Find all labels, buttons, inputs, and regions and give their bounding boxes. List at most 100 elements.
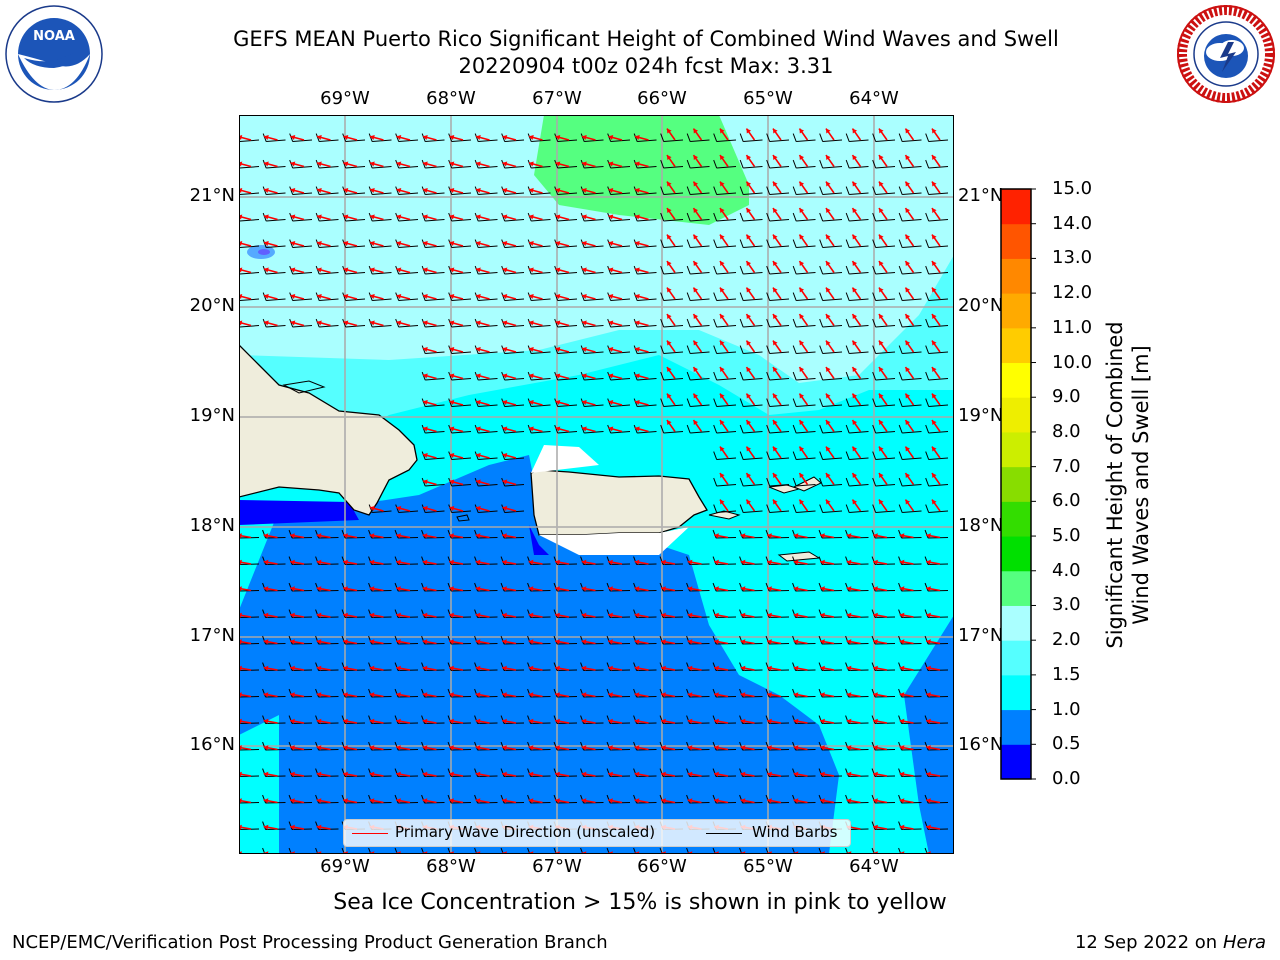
wind-barb-flag xyxy=(527,371,532,381)
wave-arrow-head xyxy=(369,267,375,273)
wind-barb-flag xyxy=(368,265,373,275)
wave-arrow-head xyxy=(528,559,534,565)
wind-barb-flag xyxy=(819,133,824,142)
wave-arrow-head xyxy=(396,745,401,751)
wave-arrow-head xyxy=(502,505,508,511)
wave-arrow-head xyxy=(740,718,746,724)
wave-arrow-head xyxy=(661,665,666,671)
wind-barb-flag xyxy=(341,715,346,724)
wave-arrow-head xyxy=(581,187,587,193)
wind-barb-flag xyxy=(580,688,585,698)
lat-tick-label: 21°N xyxy=(189,185,235,206)
wave-arrow-head xyxy=(422,267,428,273)
wind-barb-flag xyxy=(474,212,479,222)
wave-arrow-head xyxy=(528,240,534,246)
lon-tick-label: 66°W xyxy=(637,88,687,109)
wave-arrow-head xyxy=(422,373,428,379)
wave-arrow-head xyxy=(772,181,778,187)
wind-barb-flag xyxy=(872,265,877,275)
wave-arrow-head xyxy=(852,393,858,399)
wind-barb-flag xyxy=(792,239,797,248)
wave-arrow-head xyxy=(820,559,825,565)
wave-arrow-head xyxy=(581,161,587,167)
wind-barb-flag xyxy=(262,239,267,248)
band-0-5-1 xyxy=(239,455,839,854)
wind-barb xyxy=(663,166,684,169)
wind-barb xyxy=(902,192,922,196)
wave-arrow-head xyxy=(608,214,614,220)
wind-barb-flag xyxy=(871,715,876,724)
wind-barb-flag xyxy=(288,556,293,565)
wave-arrow-head xyxy=(746,234,752,240)
wind-barb-flag xyxy=(739,529,744,539)
wind-barb xyxy=(849,298,869,302)
wind-barb xyxy=(504,139,525,143)
wind-barb xyxy=(849,325,869,328)
footer-credit: NCEP/EMC/Verification Post Processing Pr… xyxy=(12,932,608,953)
wave-arrow-head xyxy=(581,346,587,352)
wave-arrow-head xyxy=(555,665,560,671)
wave-arrow-head xyxy=(878,473,884,479)
wind-barb xyxy=(451,510,472,514)
wind-barb xyxy=(796,166,816,169)
wind-barb xyxy=(319,272,339,275)
wind-barb-flag xyxy=(395,265,400,275)
wind-barb-flag xyxy=(341,741,346,751)
wave-arrow-head xyxy=(608,612,613,618)
wind-barb xyxy=(292,219,313,222)
wind-barb-flag xyxy=(686,186,691,195)
wave-arrow-head xyxy=(396,612,401,618)
wind-barb-flag xyxy=(925,292,930,301)
wind-barb xyxy=(345,325,366,328)
wind-barb-flag xyxy=(262,768,267,777)
wind-barb-flag xyxy=(368,609,373,618)
wave-arrow-head xyxy=(899,586,905,592)
wave-arrow-head xyxy=(528,134,534,140)
wind-barb-flag xyxy=(925,451,930,460)
colorbar-tick-label: 2.0 xyxy=(1052,629,1081,651)
wind-barb-flag xyxy=(766,292,771,301)
wave-arrow-head xyxy=(767,718,772,724)
wind-barb-flag xyxy=(819,318,824,328)
wind-barb xyxy=(875,457,896,461)
wind-barb xyxy=(716,245,737,249)
wind-barb-flag xyxy=(792,635,797,645)
wave-arrow-head xyxy=(825,208,831,214)
lat-tick-label: 16°N xyxy=(958,734,1004,755)
colorbar-tick-label: 0.5 xyxy=(1052,733,1081,755)
wind-barb xyxy=(451,245,472,249)
wind-barb xyxy=(345,192,366,196)
wind-barb-flag xyxy=(765,688,770,698)
wave-arrow-head xyxy=(316,293,322,299)
wave-arrow-head xyxy=(634,559,640,565)
wave-arrow-head xyxy=(905,128,911,134)
wind-barb-flag xyxy=(342,159,347,169)
wind-barb-flag xyxy=(739,212,744,222)
wave-arrow-head xyxy=(878,287,884,293)
wind-barb xyxy=(372,219,392,222)
wind-barb xyxy=(849,245,869,249)
wave-arrow-head xyxy=(449,240,455,246)
wind-barb-flag xyxy=(421,504,426,513)
wave-arrow-head xyxy=(475,267,481,273)
wind-barb-flag xyxy=(924,741,929,751)
wave-arrow-head xyxy=(555,426,561,432)
wind-barb xyxy=(928,484,949,487)
wind-barb-flag xyxy=(580,741,585,751)
wave-arrow-head xyxy=(316,771,322,777)
wind-barb-flag xyxy=(712,556,717,565)
wave-arrow-head xyxy=(799,473,805,479)
wave-arrow-head xyxy=(825,340,831,346)
wave-arrow-head xyxy=(746,181,752,187)
wind-barb-flag xyxy=(315,768,320,777)
wind-barb xyxy=(557,404,578,408)
wave-arrow-head xyxy=(714,692,719,698)
wind-barb xyxy=(478,325,498,328)
wind-barb-flag xyxy=(739,556,744,565)
wind-barb xyxy=(743,325,763,328)
wind-barb-flag xyxy=(421,212,426,222)
wind-barb-flag xyxy=(898,609,903,618)
wave-arrow-head xyxy=(263,639,269,645)
wind-barb xyxy=(319,219,339,222)
wind-barb-flag xyxy=(395,504,400,513)
